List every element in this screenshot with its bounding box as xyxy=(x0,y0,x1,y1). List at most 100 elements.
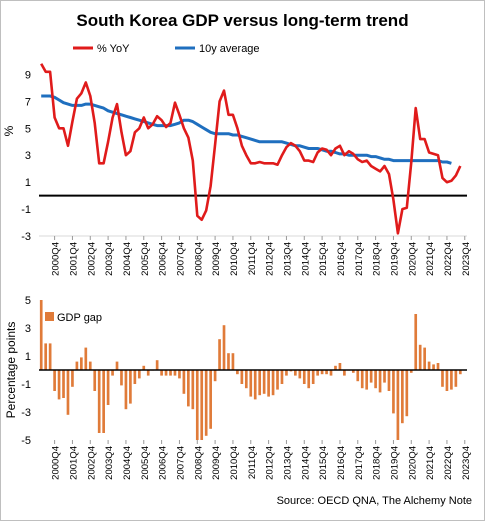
top-y-axis-label: % xyxy=(2,125,16,136)
series-line-0 xyxy=(40,63,462,235)
gap-bar-51 xyxy=(267,370,270,397)
source-note: Source: OECD QNA, The Alchemy Note xyxy=(276,495,472,507)
gap-bar-67 xyxy=(338,363,342,370)
gap-bar-36 xyxy=(200,370,204,440)
top-xtick-label-16: 2016Q4 xyxy=(336,242,347,276)
top-xtick-label-18: 2018Q4 xyxy=(372,242,383,276)
gap-bar-30 xyxy=(173,370,177,376)
gap-bar-13 xyxy=(97,370,101,433)
chart-title: South Korea GDP versus long-term trend xyxy=(76,11,409,30)
bottom-xtick-label-17: 2017Q4 xyxy=(354,446,365,480)
gap-bar-40 xyxy=(218,339,221,370)
top-xtick-label-11: 2011Q4 xyxy=(247,242,258,275)
gap-bar-1 xyxy=(44,343,48,370)
top-ytick-label-2: 1 xyxy=(25,177,31,189)
bottom-xtick-label-21: 2021Q4 xyxy=(425,446,436,480)
gap-bar-73 xyxy=(365,370,369,390)
gap-bar-93 xyxy=(454,370,458,387)
bottom-ytick-label-0: -5 xyxy=(21,435,31,447)
gap-bar-23 xyxy=(142,365,146,370)
top-ytick-label-4: 5 xyxy=(25,123,31,135)
bottom-xtick-label-19: 2019Q4 xyxy=(389,446,400,480)
bottom-xtick-label-18: 2018Q4 xyxy=(372,446,383,480)
top-xtick-label-1: 2001Q4 xyxy=(68,242,79,276)
gap-bar-84 xyxy=(414,314,418,370)
gap-bar-2 xyxy=(48,343,52,370)
gap-bar-92 xyxy=(450,370,453,390)
legend-label-0: % YoY xyxy=(97,43,130,55)
top-xtick-label-19: 2019Q4 xyxy=(389,242,400,276)
top-xtick-label-8: 2008Q4 xyxy=(193,242,204,276)
gap-bar-3 xyxy=(53,370,56,391)
top-xtick-label-6: 2006Q4 xyxy=(158,242,169,276)
top-ytick-label-6: 9 xyxy=(25,69,31,81)
gap-bar-42 xyxy=(227,353,230,370)
gap-bar-71 xyxy=(356,370,360,382)
top-xtick-label-4: 2004Q4 xyxy=(122,242,133,276)
gap-bar-26 xyxy=(155,360,159,370)
gap-bar-12 xyxy=(93,370,97,391)
gap-bar-60 xyxy=(307,370,311,389)
top-xtick-label-7: 2007Q4 xyxy=(175,242,186,276)
gap-bar-11 xyxy=(88,361,92,370)
gap-bar-86 xyxy=(423,347,426,370)
legend-swatch-gap xyxy=(45,312,54,321)
gap-bar-16 xyxy=(111,370,114,376)
bottom-xtick-label-7: 2007Q4 xyxy=(175,446,186,480)
bottom-xtick-label-10: 2010Q4 xyxy=(229,446,240,480)
gap-bar-57 xyxy=(294,370,297,376)
gap-bar-54 xyxy=(280,370,284,384)
bottom-xtick-label-23: 2023Q4 xyxy=(461,446,472,480)
gap-bar-22 xyxy=(137,370,141,379)
bottom-ytick-label-3: 1 xyxy=(25,351,31,363)
bottom-xtick-label-2: 2002Q4 xyxy=(86,446,97,480)
top-xtick-label-5: 2005Q4 xyxy=(140,242,151,276)
top-ytick-label-3: 3 xyxy=(25,150,31,162)
bottom-xtick-label-16: 2016Q4 xyxy=(336,446,347,480)
gap-bar-27 xyxy=(160,370,163,376)
bottom-ytick-label-1: -3 xyxy=(21,407,31,419)
gap-bar-78 xyxy=(387,370,391,391)
top-ytick-label-5: 7 xyxy=(25,96,31,108)
top-xtick-label-12: 2012Q4 xyxy=(265,242,276,276)
gap-bar-19 xyxy=(124,370,128,410)
gap-bar-70 xyxy=(351,370,355,373)
gap-bar-21 xyxy=(133,370,137,384)
bottom-y-axis-label: Percentage points xyxy=(4,322,18,419)
bottom-xtick-label-9: 2009Q4 xyxy=(211,446,222,480)
gap-bar-18 xyxy=(120,370,123,386)
gap-bar-4 xyxy=(57,370,61,400)
gap-bar-43 xyxy=(231,353,235,370)
gap-bar-10 xyxy=(84,347,88,370)
gap-bar-33 xyxy=(187,370,190,407)
gap-bar-35 xyxy=(195,370,199,440)
gap-bar-68 xyxy=(343,370,346,376)
bottom-xtick-label-1: 2001Q4 xyxy=(68,446,79,480)
gap-bar-0 xyxy=(39,300,43,370)
bottom-xtick-label-3: 2003Q4 xyxy=(104,446,115,480)
gap-bar-80 xyxy=(396,370,400,440)
legend-label-gap: GDP gap xyxy=(57,312,102,324)
gap-bar-81 xyxy=(401,370,404,424)
bottom-xtick-label-8: 2008Q4 xyxy=(193,446,204,480)
gap-bar-89 xyxy=(436,363,440,370)
gap-bar-52 xyxy=(271,370,275,396)
gap-bar-14 xyxy=(102,370,105,433)
gap-bar-90 xyxy=(441,370,444,387)
gap-bar-85 xyxy=(418,344,422,370)
bottom-xtick-label-15: 2015Q4 xyxy=(318,446,329,480)
gap-bar-66 xyxy=(334,365,337,370)
series-line-1 xyxy=(41,94,452,165)
gap-bar-47 xyxy=(249,370,253,397)
gap-bar-41 xyxy=(222,325,226,370)
gap-bar-48 xyxy=(253,370,257,400)
gap-bar-9 xyxy=(80,357,83,370)
gap-bar-24 xyxy=(146,370,150,376)
gap-bar-83 xyxy=(409,370,413,373)
gap-bar-45 xyxy=(240,370,244,384)
gap-bar-46 xyxy=(244,370,248,389)
top-xtick-label-13: 2013Q4 xyxy=(282,242,293,276)
gap-bar-61 xyxy=(311,370,315,384)
